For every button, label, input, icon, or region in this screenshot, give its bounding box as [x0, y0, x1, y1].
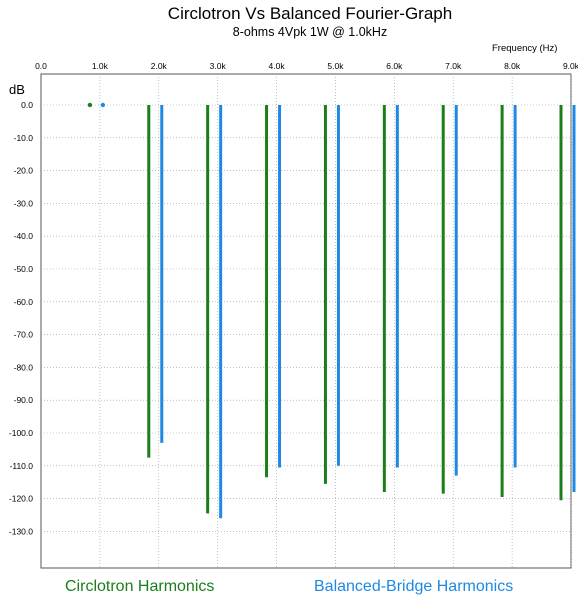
- x-tick-label: 0.0: [35, 61, 47, 71]
- y-tick-label: -20.0: [14, 166, 34, 176]
- y-tick-label: -30.0: [14, 198, 34, 208]
- y-tick-label: -40.0: [14, 231, 34, 241]
- y-tick-label: -60.0: [14, 297, 34, 307]
- x-tick-label: 3.0k: [210, 61, 227, 71]
- plot-area: [40, 73, 572, 569]
- fundamental-dot: [87, 102, 93, 108]
- x-tick-label: 9.0k: [563, 61, 578, 71]
- fundamental-dot: [100, 102, 106, 108]
- y-tick-label: -110.0: [10, 461, 34, 471]
- chart-subtitle: 8-ohms 4Vpk 1W @ 1.0kHz: [233, 25, 387, 39]
- y-tick-label: -80.0: [14, 362, 34, 372]
- legend-circlotron: Circlotron Harmonics: [65, 578, 214, 595]
- y-tick-label: -50.0: [14, 264, 34, 274]
- x-tick-label: 6.0k: [386, 61, 403, 71]
- y-tick-label: -90.0: [14, 395, 34, 405]
- y-tick-label: -10.0: [14, 133, 34, 143]
- chart-title: Circlotron Vs Balanced Fourier-Graph: [168, 4, 452, 23]
- x-tick-label: 1.0k: [92, 61, 109, 71]
- x-tick-label: 2.0k: [151, 61, 168, 71]
- x-tick-label: 7.0k: [445, 61, 462, 71]
- y-tick-label: -120.0: [9, 494, 33, 504]
- x-tick-label: 4.0k: [269, 61, 286, 71]
- y-axis-label: dB: [9, 82, 25, 97]
- legend-balanced-bridge: Balanced-Bridge Harmonics: [314, 578, 513, 595]
- y-tick-label: 0.0: [21, 100, 33, 110]
- y-tick-label: -70.0: [14, 330, 34, 340]
- x-tick-label: 8.0k: [504, 61, 521, 71]
- x-axis-label: Frequency (Hz): [492, 43, 557, 54]
- y-tick-label: -130.0: [9, 526, 33, 536]
- y-tick-label: -100.0: [9, 428, 33, 438]
- x-tick-label: 5.0k: [327, 61, 344, 71]
